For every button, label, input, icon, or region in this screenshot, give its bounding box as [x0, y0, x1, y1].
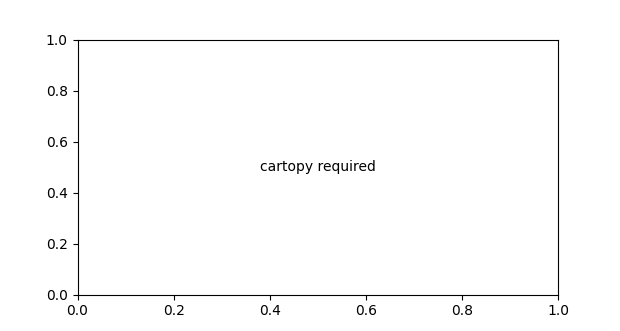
Text: cartopy required: cartopy required [260, 160, 376, 174]
